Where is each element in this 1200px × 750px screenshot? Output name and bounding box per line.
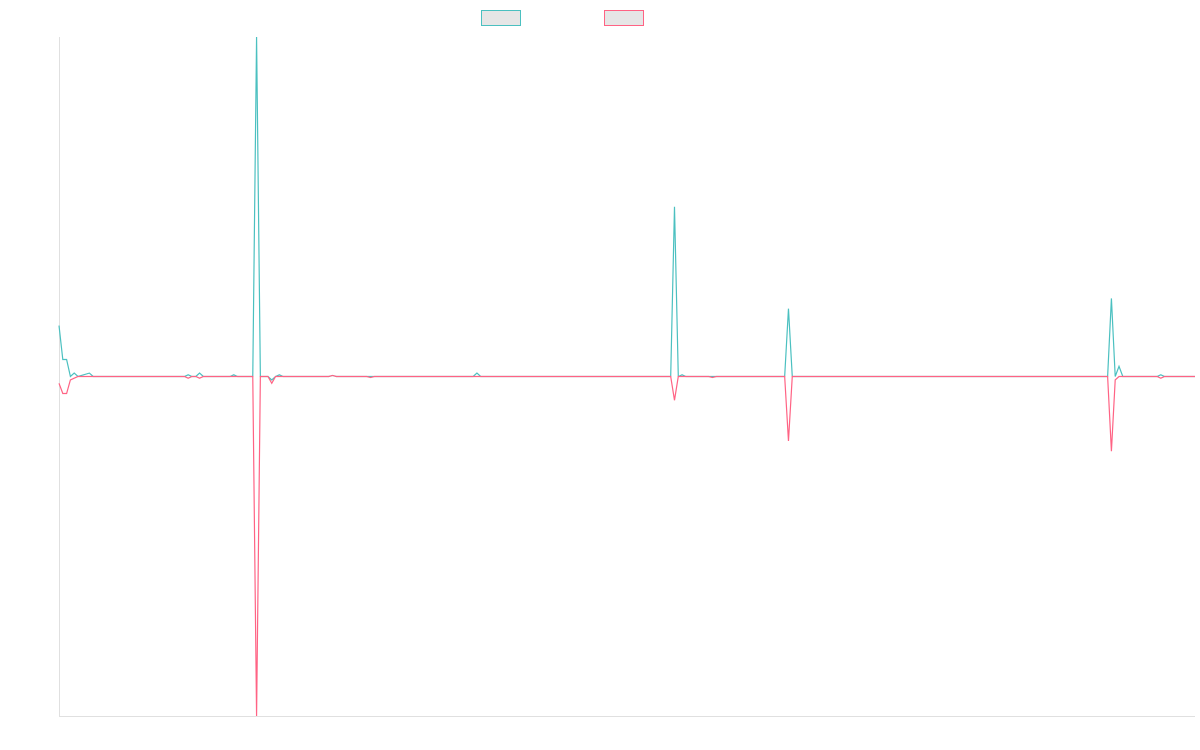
legend — [481, 10, 644, 26]
legend-swatch[interactable] — [604, 10, 644, 26]
legend-swatch[interactable] — [481, 10, 521, 26]
series-line — [58, 36, 1195, 381]
series-line — [58, 374, 1195, 717]
